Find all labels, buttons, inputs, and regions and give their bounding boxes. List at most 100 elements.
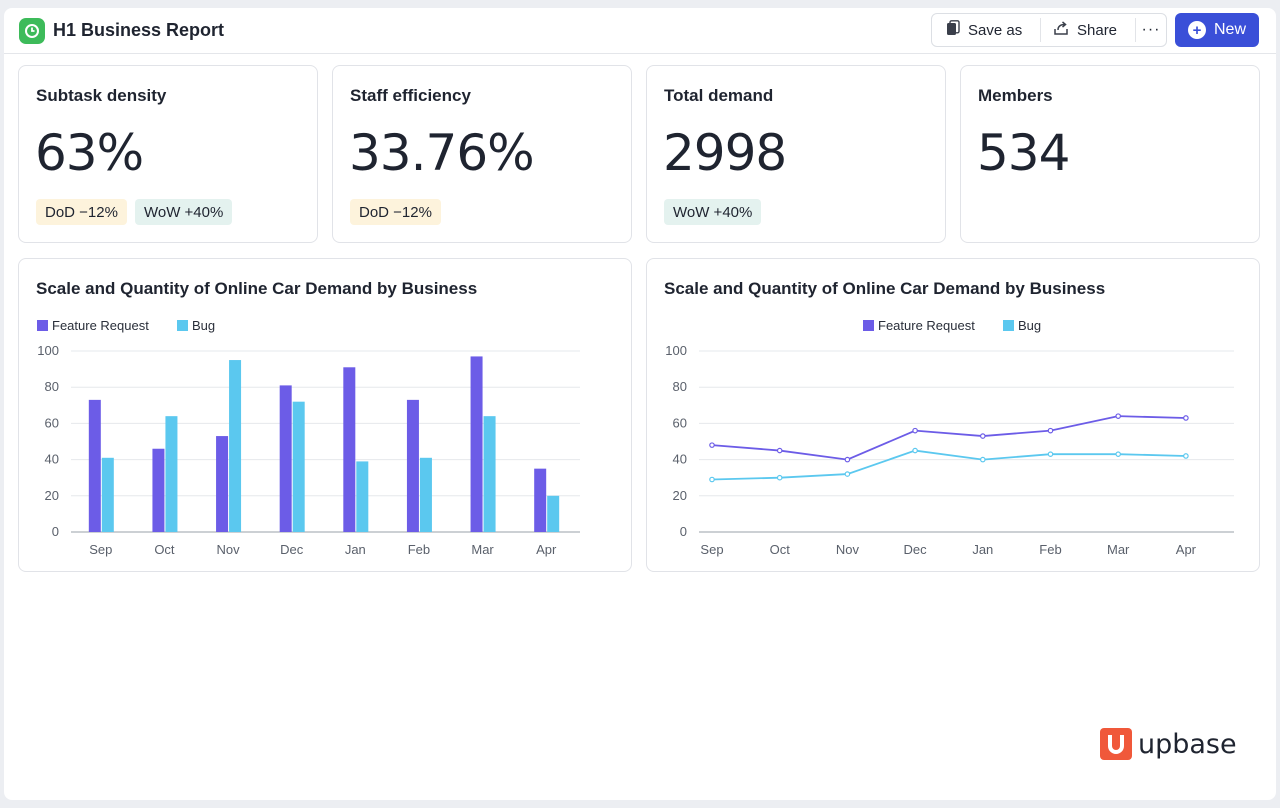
bar-bug bbox=[229, 360, 242, 532]
legend-swatch bbox=[863, 320, 874, 331]
y-tick-label: 20 bbox=[673, 488, 687, 503]
x-tick-label: Oct bbox=[154, 542, 175, 557]
y-tick-label: 60 bbox=[673, 415, 687, 430]
legend-swatch bbox=[1003, 320, 1014, 331]
share-icon bbox=[1053, 20, 1069, 40]
bar-feature-request bbox=[216, 436, 229, 532]
more-options-button[interactable]: ··· bbox=[1136, 14, 1166, 46]
y-tick-label: 40 bbox=[673, 452, 687, 467]
kpi-value: 33.76% bbox=[349, 124, 535, 182]
data-point-feature-request bbox=[776, 447, 783, 454]
report-window: H1 Business Report Save as bbox=[4, 8, 1276, 800]
data-point-bug bbox=[844, 471, 851, 477]
data-point-feature-request bbox=[1047, 427, 1054, 434]
y-tick-label: 0 bbox=[680, 524, 687, 539]
kpi-value: 63% bbox=[35, 124, 144, 182]
kpi-value: 2998 bbox=[663, 124, 787, 182]
bar-bug bbox=[292, 401, 305, 532]
y-tick-label: 80 bbox=[45, 379, 59, 394]
x-tick-label: Jan bbox=[345, 542, 366, 557]
data-point-bug bbox=[1115, 451, 1122, 457]
dod-badge: DoD −12% bbox=[350, 199, 441, 225]
x-tick-label: Sep bbox=[89, 542, 112, 557]
wow-badge: WoW +40% bbox=[134, 199, 233, 225]
y-tick-label: 40 bbox=[45, 452, 59, 467]
kpi-label: Subtask density bbox=[36, 86, 167, 105]
wow-badge: WoW +40% bbox=[664, 199, 762, 225]
series-line-feature-request bbox=[711, 415, 1186, 461]
kpi-value: 534 bbox=[977, 124, 1070, 182]
kpi-label: Total demand bbox=[664, 86, 774, 105]
logo-text: upbase bbox=[1138, 728, 1237, 760]
bar-feature-request bbox=[343, 367, 356, 532]
x-tick-label: Nov bbox=[836, 542, 860, 557]
x-tick-label: Jan bbox=[972, 542, 993, 557]
x-tick-label: Mar bbox=[1107, 542, 1130, 557]
data-point-bug bbox=[1047, 451, 1054, 457]
dod-badge: DoD −12% bbox=[36, 199, 127, 225]
x-tick-label: Dec bbox=[904, 542, 928, 557]
bar-bug bbox=[101, 457, 114, 532]
line-chart-card: Scale and Quantity of Online Car Demand … bbox=[646, 258, 1260, 572]
legend-label: Feature Request bbox=[878, 318, 975, 333]
data-point-feature-request bbox=[844, 456, 851, 463]
data-point-feature-request bbox=[709, 442, 715, 448]
kpi-label: Staff efficiency bbox=[350, 86, 471, 105]
bar-feature-request bbox=[279, 385, 292, 532]
y-tick-label: 100 bbox=[37, 343, 59, 358]
series-line-bug bbox=[711, 449, 1186, 481]
chart-title: Scale and Quantity of Online Car Demand … bbox=[664, 279, 1106, 298]
plus-circle-icon: + bbox=[1187, 21, 1206, 39]
data-point-feature-request bbox=[979, 433, 986, 439]
y-tick-label: 0 bbox=[52, 524, 59, 539]
y-tick-label: 20 bbox=[45, 488, 59, 503]
data-point-feature-request bbox=[912, 427, 918, 434]
kpi-card-total-demand[interactable]: Total demand 2998 WoW +40% bbox=[646, 65, 946, 243]
bar-bug bbox=[547, 495, 560, 532]
legend-label: Bug bbox=[192, 318, 215, 333]
data-point-bug bbox=[709, 476, 715, 483]
kpi-card-subtask-density[interactable]: Subtask density 63% DoD −12% WoW +40% bbox=[18, 65, 318, 243]
data-point-feature-request bbox=[1183, 415, 1189, 421]
x-tick-label: Apr bbox=[536, 542, 557, 557]
data-point-bug bbox=[776, 474, 783, 481]
line-chart: Feature Request Bug 0 20 40 60 80 100 Sep Oct Nov D… bbox=[665, 318, 1234, 557]
data-point-bug bbox=[912, 447, 918, 454]
kpi-label: Members bbox=[978, 86, 1053, 105]
y-tick-label: 60 bbox=[45, 415, 59, 430]
bar-bug bbox=[419, 457, 432, 532]
legend-swatch bbox=[37, 320, 48, 331]
bar-feature-request bbox=[406, 399, 419, 532]
upbase-logo: upbase bbox=[1100, 726, 1237, 762]
data-point-bug bbox=[1183, 453, 1189, 459]
header-bar: H1 Business Report Save as bbox=[4, 8, 1276, 54]
x-tick-label: Oct bbox=[770, 542, 791, 557]
data-point-bug bbox=[979, 456, 986, 463]
x-tick-label: Sep bbox=[700, 542, 723, 557]
page-title: H1 Business Report bbox=[53, 20, 225, 40]
new-button[interactable]: + New bbox=[1175, 13, 1259, 47]
x-tick-label: Nov bbox=[217, 542, 241, 557]
bar-feature-request bbox=[152, 448, 165, 532]
x-tick-label: Dec bbox=[280, 542, 304, 557]
header-actions: Save as Share ··· bbox=[931, 13, 1167, 47]
x-tick-label: Feb bbox=[408, 542, 430, 557]
share-button[interactable]: Share bbox=[1041, 14, 1135, 46]
kpi-card-staff-efficiency[interactable]: Staff efficiency 33.76% DoD −12% bbox=[332, 65, 632, 243]
save-as-label: Save as bbox=[968, 21, 1023, 39]
bar-feature-request bbox=[470, 356, 483, 532]
x-tick-label: Feb bbox=[1039, 542, 1061, 557]
save-as-button[interactable]: Save as bbox=[932, 14, 1040, 46]
share-label: Share bbox=[1077, 21, 1118, 39]
legend-label: Bug bbox=[1018, 318, 1041, 333]
bar-chart-card: Scale and Quantity of Online Car Demand … bbox=[18, 258, 632, 572]
more-icon: ··· bbox=[1141, 21, 1161, 38]
legend-label: Feature Request bbox=[52, 318, 149, 333]
bar-chart: Feature Request Bug 0 20 40 60 80 100 Sep Oct Nov D… bbox=[37, 318, 580, 557]
chart-title: Scale and Quantity of Online Car Demand … bbox=[36, 279, 478, 298]
bar-bug bbox=[483, 416, 496, 532]
app-icon bbox=[19, 18, 45, 44]
y-tick-label: 100 bbox=[665, 343, 687, 358]
new-label: New bbox=[1213, 21, 1246, 38]
kpi-card-members[interactable]: Members 534 bbox=[960, 65, 1260, 243]
